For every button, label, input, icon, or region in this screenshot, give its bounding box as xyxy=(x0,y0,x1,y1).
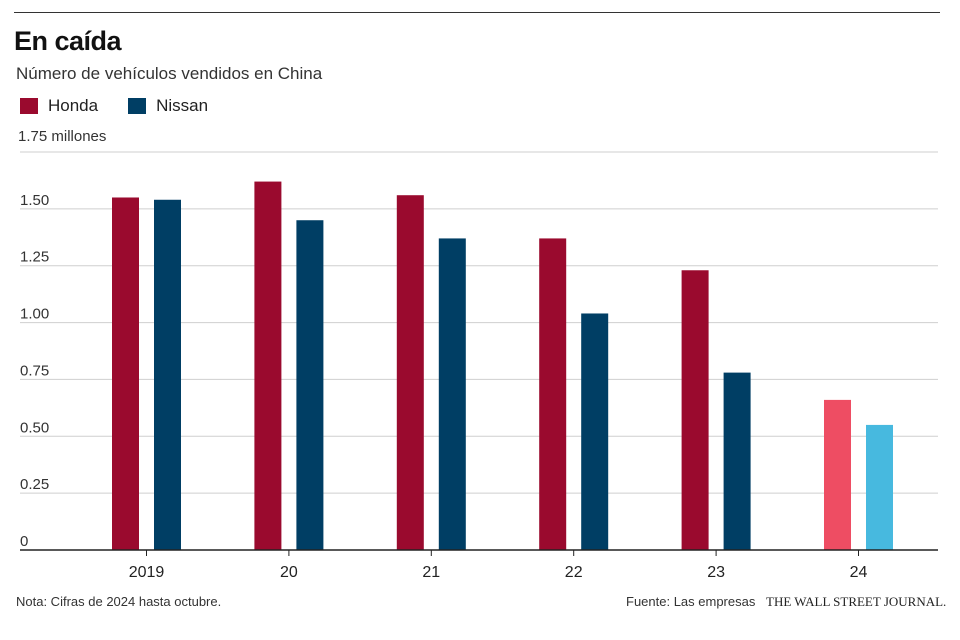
bar-honda-21 xyxy=(396,195,424,550)
y-tick-label: 0.50 xyxy=(20,419,49,436)
legend-item-honda: Honda xyxy=(20,96,98,116)
bars xyxy=(112,181,893,550)
legend-label-honda: Honda xyxy=(48,96,99,115)
bar-honda-24 xyxy=(824,399,851,550)
chart-note: Nota: Cifras de 2024 hasta octubre. xyxy=(16,594,222,609)
bar-nissan-21 xyxy=(438,238,466,550)
y-tick-label: 0.75 xyxy=(20,362,49,379)
chart-title: En caída xyxy=(14,26,122,56)
bar-nissan-20 xyxy=(296,220,324,550)
x-tick-label: 24 xyxy=(850,564,868,581)
bar-nissan-23 xyxy=(723,372,751,550)
x-tick-label: 22 xyxy=(565,564,583,581)
y-tick-label: 1.00 xyxy=(20,306,49,323)
x-tick-label: 20 xyxy=(280,564,298,581)
bar-nissan-22 xyxy=(581,313,609,550)
y-unit-label: 1.75 millones xyxy=(18,128,107,145)
legend-swatch-nissan xyxy=(128,98,147,114)
bar-nissan-24 xyxy=(866,424,893,550)
bar-honda-2019 xyxy=(112,197,139,550)
top-rule xyxy=(14,12,940,13)
bar-nissan-2019 xyxy=(154,199,181,550)
x-axis: 2019 20 21 22 23 24 xyxy=(20,549,938,581)
legend: Honda Nissan xyxy=(20,96,238,116)
y-tick-label: 1.50 xyxy=(20,192,49,209)
y-tick-label: 1.25 xyxy=(20,249,49,266)
chart-source: Fuente: Las empresas xyxy=(626,594,756,609)
y-tick-label: 0 xyxy=(20,533,28,550)
bar-honda-22 xyxy=(539,238,567,550)
x-tick-label: 21 xyxy=(422,564,440,581)
chart-subtitle: Número de vehículos vendidos en China xyxy=(16,64,323,83)
legend-item-nissan: Nissan xyxy=(128,96,208,116)
y-tick-label: 0.25 xyxy=(20,476,49,493)
legend-label-nissan: Nissan xyxy=(156,96,209,115)
legend-swatch-honda xyxy=(20,98,38,114)
bar-honda-23 xyxy=(681,270,709,550)
x-tick-label: 23 xyxy=(707,564,725,581)
publisher-credit: THE WALL STREET JOURNAL. xyxy=(766,594,947,609)
bar-honda-20 xyxy=(254,181,282,550)
x-tick-label: 2019 xyxy=(129,564,165,581)
